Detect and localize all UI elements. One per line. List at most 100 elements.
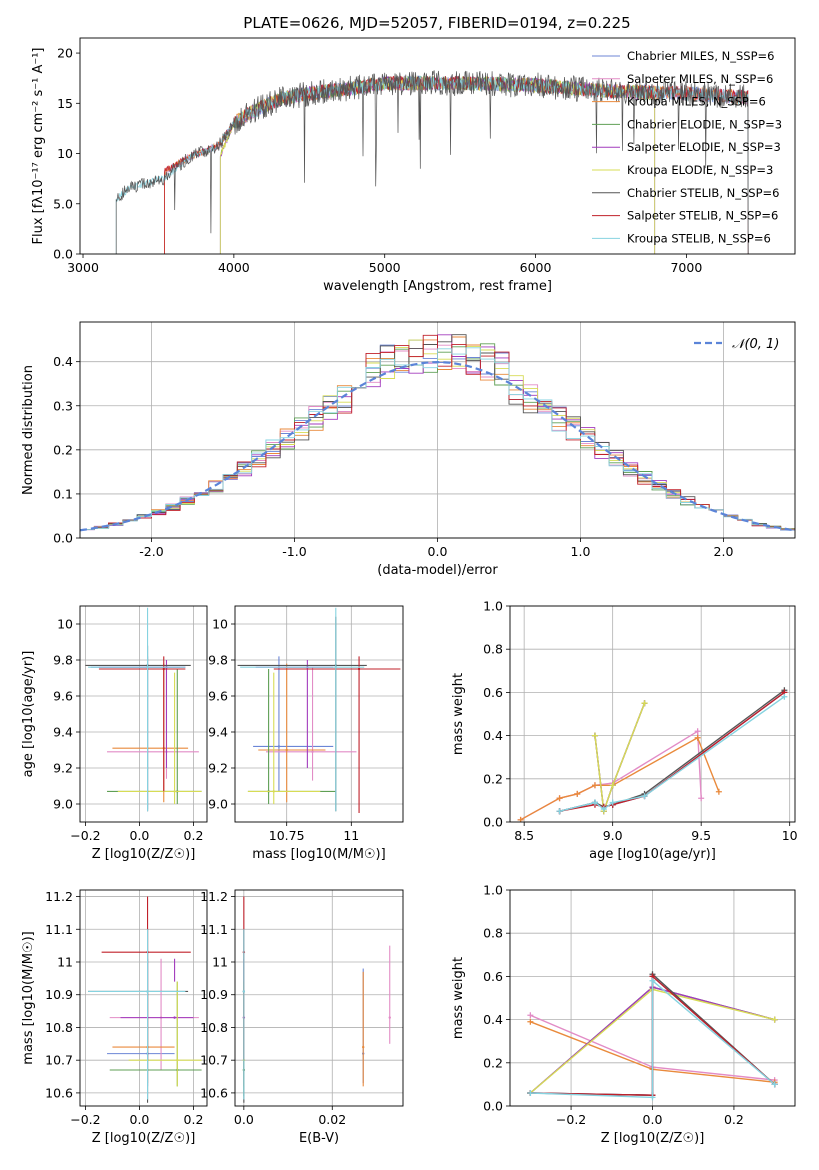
weight-marker: [715, 788, 722, 795]
axes-background: [80, 38, 795, 254]
x-tick-label: 9.5: [691, 828, 711, 843]
x-axis-label: Z [log10(Z/Z☉)]: [92, 1131, 196, 1146]
plot-area: [85, 607, 202, 812]
y-tick-label: 11.2: [45, 889, 73, 904]
weight-marker: [591, 732, 598, 739]
weight-series-kroupa-stelib: [527, 977, 778, 1101]
errorbar-salpeter-elodie: [120, 958, 194, 1019]
plot-area: [517, 687, 788, 822]
x-tick-label: 0.0: [643, 1112, 663, 1127]
axes-frame: [79, 37, 796, 255]
panel-age-vs-mass: 10.75 11 9.0 9.2 9.4 9.6 9.8 10 mass [log10(M/M☉…: [208, 605, 404, 862]
data-point: [357, 667, 361, 671]
y-tick-label: 0.0: [53, 531, 73, 546]
weight-marker: [641, 793, 648, 800]
y-tick-label: 11: [57, 955, 73, 970]
y-tick-label: 9.6: [208, 689, 228, 704]
x-tick-label: 0.0: [130, 828, 150, 843]
weight-marker: [574, 790, 581, 797]
y-tick-label: 9.8: [53, 653, 73, 668]
x-tick-label: −0.2: [70, 828, 100, 843]
weight-marker: [527, 1090, 534, 1097]
y-axis-label: mass weight: [451, 673, 466, 755]
x-axis-label: Z [log10(Z/Z☉)]: [601, 1131, 705, 1146]
y-tick-label: 5.0: [53, 196, 73, 211]
errorbar-kroupa-elodie: [117, 672, 202, 804]
axes-frame: [234, 889, 404, 1107]
y-tick-label: 0.0: [53, 247, 73, 262]
y-tick-label: 10.6: [200, 1085, 228, 1100]
axes-background: [510, 606, 795, 822]
axes-background: [235, 890, 403, 1106]
y-axis-label: Flux [fλ10⁻¹⁷ erg cm⁻² s⁻¹ A⁻¹]: [31, 48, 46, 245]
weight-marker: [781, 693, 788, 700]
data-point: [285, 748, 288, 752]
x-tick-label: 7000: [670, 260, 702, 275]
x-tick-label: −0.2: [70, 1112, 100, 1127]
weight-marker: [771, 1016, 778, 1023]
y-tick-label: 0.4: [483, 1012, 503, 1027]
errorbar-kroupa-stelib: [88, 607, 186, 812]
y-axis-label: Normed distribution: [21, 365, 36, 495]
x-axis-label: Z [log10(Z/Z☉)]: [92, 847, 196, 862]
x-tick-label: 8.5: [514, 828, 534, 843]
weight-series-kroupa-stelib: [556, 693, 788, 815]
x-tick-label: 0.02: [318, 1112, 346, 1127]
x-axis-label: (data-model)/error: [377, 563, 498, 578]
errorbar-salpeter-miles: [266, 667, 357, 781]
legend-entry: 𝒩(0, 1): [732, 337, 779, 352]
legend-entry: Kroupa MILES, N_SSP=6: [627, 95, 766, 109]
errorbar-kroupa-elodie: [128, 981, 202, 1087]
weight-marker: [591, 799, 598, 806]
x-tick-label: 0.2: [724, 1112, 744, 1127]
weight-marker: [591, 782, 598, 789]
x-tick-label: 2.0: [714, 544, 734, 559]
y-tick-label: 10.7: [45, 1053, 73, 1068]
x-tick-label: 10: [782, 828, 798, 843]
legend-entry: Salpeter MILES, N_SSP=6: [627, 72, 773, 86]
plot-area: [88, 896, 202, 1103]
y-tick-label: 10.7: [200, 1053, 228, 1068]
figure-title: PLATE=0626, MJD=52057, FIBERID=0194, z=0…: [243, 14, 630, 32]
x-tick-label: 0.0: [428, 544, 448, 559]
y-tick-label: 10: [212, 617, 228, 632]
data-point: [272, 790, 275, 793]
weight-marker: [556, 808, 563, 815]
y-tick-label: 11.2: [200, 889, 228, 904]
x-tick-label: -2.0: [139, 544, 163, 559]
axes-frame: [79, 889, 208, 1107]
y-tick-label: 9.4: [208, 725, 228, 740]
y-tick-label: 10.9: [45, 987, 73, 1002]
data-point: [146, 666, 149, 669]
y-tick-label: 10.8: [45, 1020, 73, 1035]
y-tick-label: 9.0: [208, 797, 228, 812]
data-point: [173, 790, 176, 793]
axes-background: [80, 890, 207, 1106]
y-tick-label: 9.0: [53, 797, 73, 812]
y-tick-label: 1.0: [483, 883, 503, 898]
x-axis-label: age [log10(age/yr)]: [589, 847, 716, 862]
x-tick-label: 0.0: [234, 1112, 254, 1127]
y-tick-label: 0.3: [53, 398, 73, 413]
panel-age-vs-Z: −0.2 0.0 0.2 9.0 9.2 9.4 9.6 9.8 10 Z [log10(Z/Z☉…: [21, 605, 208, 862]
x-tick-label: 0.2: [184, 828, 204, 843]
x-tick-label: 5000: [369, 260, 401, 275]
x-tick-label: 11: [343, 828, 359, 843]
y-tick-label: 11.1: [45, 922, 73, 937]
panel-residuals: -2.0 -1.0 0.0 1.0 2.0 0.0 0.1 0.2 0.3 0.4 (data-mo…: [21, 321, 796, 578]
legend-entry: Chabrier ELODIE, N_SSP=3: [627, 117, 782, 131]
plot-area: [242, 896, 391, 1103]
data-point: [176, 1058, 179, 1062]
panel-weight-vs-age: 8.5 9.0 9.5 10 0.0 0.2 0.4 0.6 0.8 1.0 age [log10(…: [451, 599, 798, 863]
weight-marker: [556, 795, 563, 802]
axes-background: [80, 606, 207, 822]
x-tick-label: 1.0: [571, 544, 591, 559]
legend-entry: Chabrier STELIB, N_SSP=6: [627, 186, 779, 200]
y-tick-label: 0.2: [483, 1055, 503, 1070]
plot-area: [527, 971, 778, 1101]
x-axis-label: E(B-V): [299, 1131, 339, 1146]
axes-frame: [234, 605, 404, 823]
data-point: [334, 666, 337, 669]
errorbar-salpeter-stelib: [98, 656, 186, 792]
y-tick-label: 11: [212, 955, 228, 970]
